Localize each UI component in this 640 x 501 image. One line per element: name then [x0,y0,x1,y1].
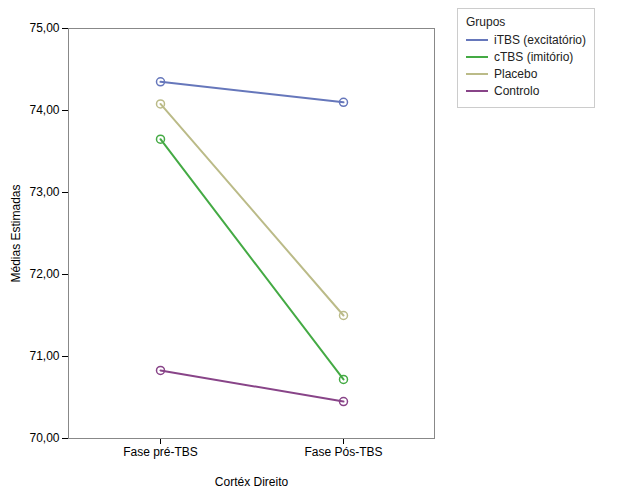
svg-text:74,00: 74,00 [29,103,59,117]
svg-text:Fase Pós-TBS: Fase Pós-TBS [304,445,382,459]
html-text:cTBS (imitório): cTBS (imitório) [494,50,574,64]
svg-text:70,00: 70,00 [29,431,59,445]
svg-text:75,00: 75,00 [29,21,59,35]
svg-text:71,00: 71,00 [29,349,59,363]
svg-text:Fase pré-TBS: Fase pré-TBS [123,445,198,459]
svg-text:73,00: 73,00 [29,185,59,199]
svg-text:Cortéx Direito: Cortéx Direito [215,475,289,489]
svg-text:72,00: 72,00 [29,267,59,281]
html-text:Controlo: Controlo [494,84,540,98]
html-text:iTBS (excitatório): iTBS (excitatório) [494,33,586,47]
html-text:Placebo: Placebo [494,67,538,81]
svg-text:Médias Estimadas: Médias Estimadas [9,184,23,282]
html-text:Grupos: Grupos [466,15,506,29]
